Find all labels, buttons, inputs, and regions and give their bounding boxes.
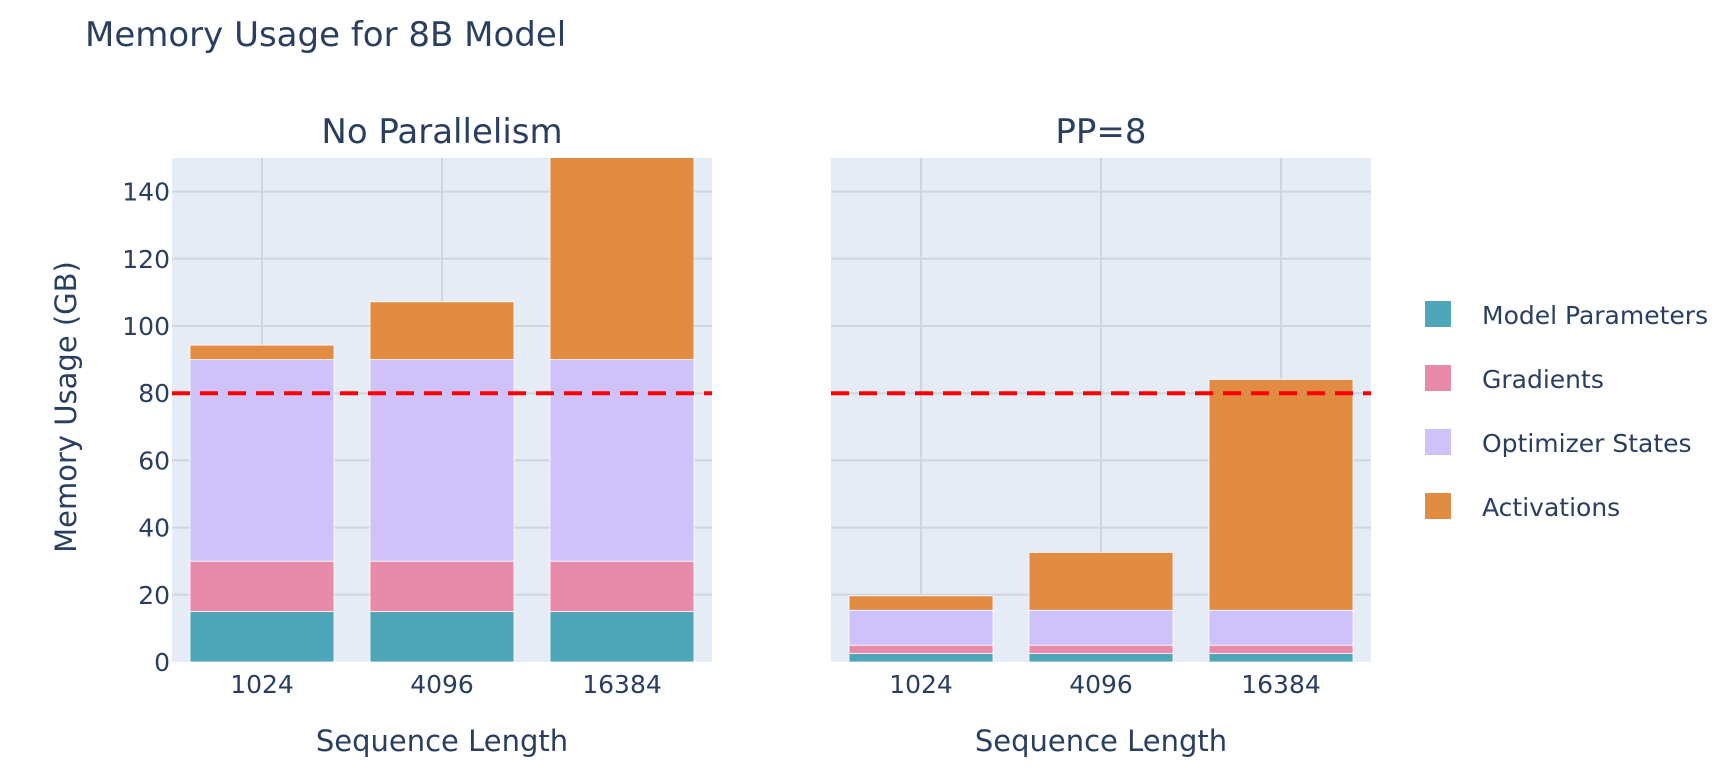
- bar-model-parameters-4096: [369, 611, 515, 662]
- bar-model-parameters-16384: [1208, 653, 1354, 662]
- subplot-2: 1024 4096 16384 PP=8 Sequence Length: [831, 112, 1371, 758]
- bar-optimizer-states-1024: [848, 609, 994, 646]
- y-tick-label: 120: [122, 245, 170, 274]
- bar-model-parameters-16384: [549, 611, 695, 662]
- bar-optimizer-states-1024: [189, 359, 335, 562]
- bar-optimizer-states-4096: [1028, 609, 1174, 646]
- legend-swatch: [1425, 493, 1451, 519]
- x-axis-label: Sequence Length: [316, 724, 568, 758]
- legend-label: Model Parameters: [1482, 301, 1708, 330]
- bar-activations-1024: [848, 595, 994, 611]
- bar-model-parameters-1024: [189, 611, 335, 662]
- legend-label: Activations: [1482, 493, 1620, 522]
- x-tick-label: 16384: [1241, 670, 1321, 699]
- legend-swatch: [1425, 301, 1451, 327]
- legend-label: Gradients: [1482, 365, 1604, 394]
- bar-activations-4096: [1028, 552, 1174, 611]
- y-tick-label: 100: [122, 312, 170, 341]
- y-tick-label: 20: [138, 581, 170, 610]
- x-tick-label: 1024: [889, 670, 953, 699]
- chart-title: Memory Usage for 8B Model: [85, 15, 566, 55]
- bar-model-parameters-1024: [848, 653, 994, 662]
- bars: [848, 379, 1354, 662]
- y-tick-label: 60: [138, 446, 170, 475]
- bar-gradients-1024: [848, 644, 994, 655]
- x-tick-label: 1024: [230, 670, 294, 699]
- x-tick-label: 4096: [410, 670, 474, 699]
- bar-activations-16384: [549, 158, 695, 361]
- x-tick-label: 16384: [582, 670, 662, 699]
- y-tick-label: 80: [138, 379, 170, 408]
- bar-gradients-16384: [549, 560, 695, 613]
- bar-activations-1024: [189, 344, 335, 361]
- x-axis-label: Sequence Length: [975, 724, 1227, 758]
- bar-gradients-16384: [1208, 644, 1354, 655]
- bar-activations-4096: [369, 301, 515, 361]
- legend-swatch: [1425, 429, 1451, 455]
- y-tick-label: 140: [122, 178, 170, 207]
- bar-gradients-4096: [369, 560, 515, 613]
- legend: Model Parameters Gradients Optimizer State…: [1425, 301, 1708, 522]
- bar-model-parameters-4096: [1028, 653, 1174, 662]
- subplot-title: PP=8: [1055, 112, 1146, 152]
- bar-optimizer-states-16384: [1208, 609, 1354, 646]
- bar-activations-16384: [1208, 379, 1354, 611]
- bar-optimizer-states-16384: [549, 359, 695, 562]
- y-tick-label: 0: [154, 648, 170, 677]
- bar-optimizer-states-4096: [369, 359, 515, 562]
- bar-gradients-1024: [189, 560, 335, 613]
- subplot-1: 1024 4096 16384 No Parallelism Sequence Leng…: [122, 112, 712, 758]
- bar-gradients-4096: [1028, 644, 1174, 655]
- legend-swatch: [1425, 365, 1451, 391]
- y-tick-label: 40: [138, 514, 170, 543]
- x-tick-label: 4096: [1069, 670, 1133, 699]
- y-axis-label: Memory Usage (GB): [49, 261, 83, 553]
- subplot-title: No Parallelism: [321, 112, 562, 152]
- legend-label: Optimizer States: [1482, 429, 1692, 458]
